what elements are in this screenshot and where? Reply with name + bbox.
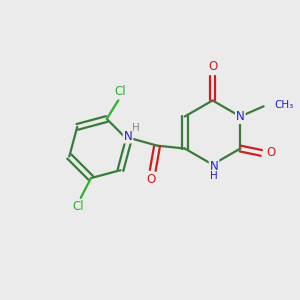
Text: Cl: Cl <box>114 85 126 98</box>
Text: Cl: Cl <box>73 200 84 213</box>
Text: O: O <box>147 173 156 186</box>
Text: N: N <box>236 110 245 123</box>
Text: O: O <box>267 146 276 159</box>
Text: N: N <box>124 130 132 142</box>
Text: N: N <box>210 160 218 172</box>
Text: H: H <box>132 123 140 133</box>
Text: O: O <box>208 60 217 73</box>
Text: CH₃: CH₃ <box>275 100 294 110</box>
Text: H: H <box>210 171 218 181</box>
